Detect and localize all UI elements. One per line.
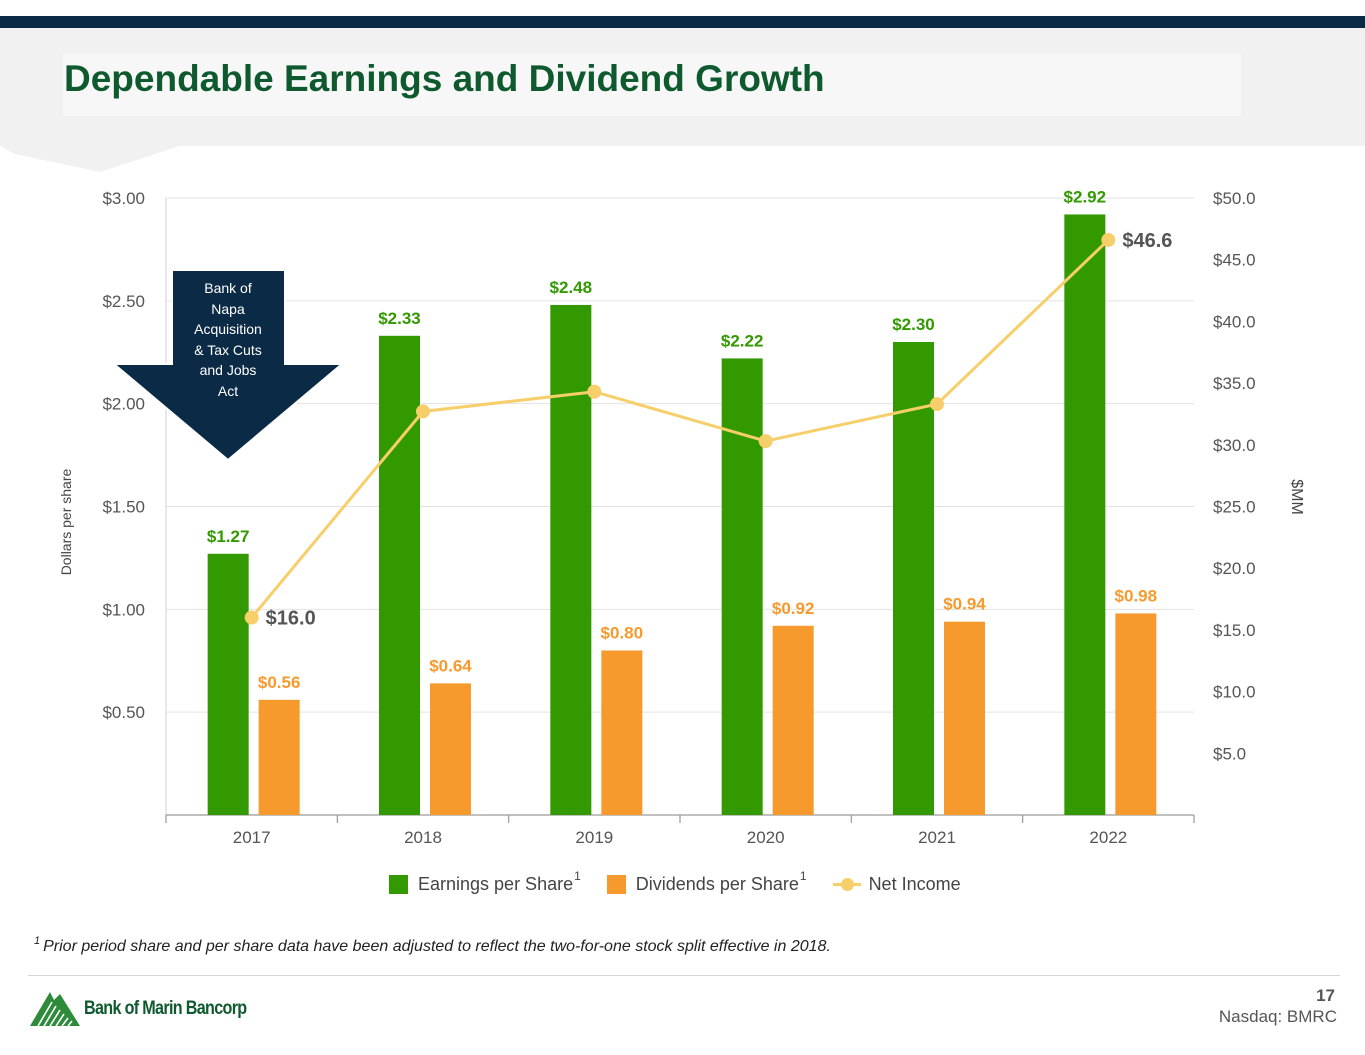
y-tick-label-right: $25.0 [1213, 498, 1256, 517]
dps-data-label: $0.80 [601, 623, 644, 642]
dps-data-label: $0.94 [943, 595, 986, 614]
dps-bar [772, 625, 814, 815]
dps-bar [1115, 613, 1157, 815]
left-axis-title: Dollars per share [58, 468, 74, 576]
net-income-line [250, 238, 1110, 619]
callout-line: Acquisition [194, 321, 262, 337]
footnote-text: Prior period share and per share data ha… [43, 938, 831, 955]
eps-bar [1064, 214, 1106, 815]
y-tick-label-right: $45.0 [1213, 251, 1256, 270]
net-income-swatch [832, 875, 861, 894]
dps-data-label: $0.56 [258, 673, 301, 692]
x-tick-label: 2017 [233, 828, 271, 847]
net-income-point [758, 434, 773, 449]
y-tick-label-right: $15.0 [1213, 621, 1256, 640]
title-inner-panel [63, 54, 1241, 116]
net-income-point [244, 610, 259, 625]
legend-label-dps: Dividends per Share [635, 873, 799, 894]
y-tick-label-left: $1.50 [102, 498, 145, 517]
eps-data-label: $2.22 [721, 331, 764, 350]
y-tick-label-right: $50.0 [1213, 189, 1256, 208]
dps-data-label: $0.92 [772, 599, 815, 618]
eps-data-label: $2.30 [892, 315, 935, 334]
net-income-point [416, 404, 430, 419]
footnote: 1 Prior period share and per share data h… [34, 935, 831, 956]
legend-item-dps: Dividends per Share 1 [606, 869, 807, 895]
callout-line: Bank of [204, 280, 252, 296]
net-income-point [587, 384, 602, 399]
y-tick-label-right: $40.0 [1213, 312, 1256, 331]
legend-superscript: 1 [574, 869, 581, 883]
x-tick-label: 2018 [404, 828, 442, 847]
net-income-point [1101, 232, 1116, 247]
footer-divider [28, 975, 1340, 976]
dps-bar [430, 683, 471, 815]
acquisition-arrow-icon [111, 269, 345, 462]
legend-item-net-income: Net Income [832, 873, 961, 895]
footnote-mark: 1 [34, 935, 41, 947]
x-tick-label: 2021 [918, 828, 956, 847]
dps-data-label: $0.98 [1115, 586, 1158, 605]
callout-line: and Jobs [199, 362, 257, 378]
net-income-data-label: $46.6 [1122, 230, 1172, 252]
legend-item-eps: Earnings per Share 1 [389, 869, 581, 895]
logo-text: Bank of Marin Bancorp [84, 998, 247, 1019]
y-tick-label-left: $2.50 [102, 292, 145, 311]
page-title: Dependable Earnings and Dividend Growth [64, 58, 825, 99]
eps-bar [379, 335, 420, 815]
x-tick-label: 2022 [1089, 828, 1127, 847]
net-income-data-label: $16.0 [266, 608, 316, 630]
dps-swatch [606, 874, 626, 894]
eps-data-label: $1.27 [207, 527, 250, 546]
callout-line: & Tax Cuts [194, 341, 262, 358]
top-banner-bar [0, 16, 1365, 28]
legend-superscript: 1 [799, 869, 807, 883]
y-tick-label-right: $10.0 [1213, 683, 1256, 702]
ticker-symbol: Nasdaq: BMRC [1218, 1007, 1337, 1026]
y-tick-label-left: $3.00 [102, 189, 145, 208]
eps-bar [893, 341, 934, 815]
dps-bar [258, 699, 300, 815]
eps-bar [550, 304, 592, 815]
y-tick-label-right: $5.0 [1213, 744, 1246, 763]
y-tick-label-left: $1.00 [102, 600, 145, 619]
callout-line: Act [217, 382, 239, 399]
legend-label-net-income: Net Income [868, 873, 961, 894]
company-logo: Bank of Marin Bancorp [30, 990, 275, 1028]
y-tick-label-right: $20.0 [1213, 559, 1256, 578]
eps-data-label: $2.48 [550, 278, 593, 297]
legend-label-eps: Earnings per Share [418, 873, 574, 894]
page-number: 17 [1316, 986, 1335, 1005]
eps-swatch [389, 874, 408, 894]
eps-bar [721, 358, 763, 815]
y-tick-label-right: $35.0 [1213, 374, 1256, 393]
net-income-point [930, 397, 944, 412]
dps-data-label: $0.64 [429, 656, 472, 675]
mountain-logo-icon [30, 992, 80, 1027]
eps-data-label: $2.92 [1064, 187, 1107, 206]
y-tick-label-left: $0.50 [102, 703, 145, 722]
title-band-notch [0, 146, 180, 172]
eps-bar [207, 553, 249, 815]
dps-bar [601, 650, 643, 815]
callout-line: Napa [211, 300, 245, 317]
acquisition-callout-text: Bank of Napa Acquisition & Tax Cuts and … [180, 278, 276, 401]
right-axis-title: $MM [1288, 479, 1305, 515]
dps-bar [944, 621, 985, 815]
y-tick-label-right: $30.0 [1213, 436, 1256, 455]
chart-legend: Earnings per Share 1 Dividends per Share 1… [389, 869, 987, 896]
eps-data-label: $2.33 [378, 309, 421, 328]
x-tick-label: 2020 [747, 828, 785, 847]
x-tick-label: 2019 [575, 828, 613, 847]
y-tick-label-left: $2.00 [102, 395, 145, 414]
